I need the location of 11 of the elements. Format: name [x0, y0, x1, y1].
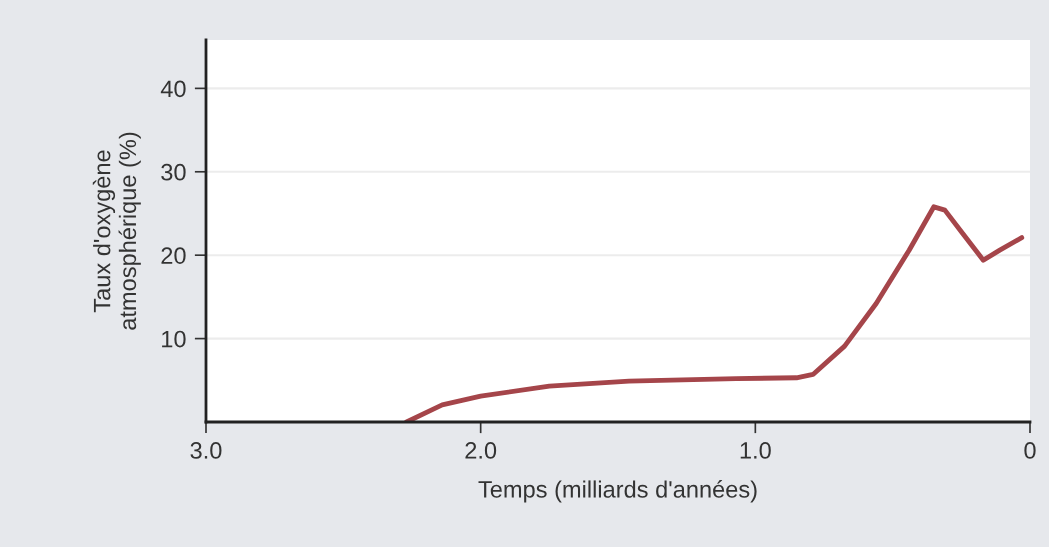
- line-series: [404, 204, 1025, 422]
- x-tick-label: 0: [1024, 442, 1036, 459]
- x-tick-label: 1.0: [740, 442, 771, 459]
- x-tick-label: 2.0: [465, 442, 497, 459]
- y-tick-label: 30: [161, 163, 186, 181]
- y-tick-label: 20: [161, 247, 186, 264]
- y-tick-label: 10: [162, 330, 186, 348]
- y-tick-label: 40: [160, 80, 186, 98]
- x-axis-title: Temps (milliards d'années): [478, 480, 757, 503]
- y-axis-title: Taux d'oxygène atmosphérique (%): [92, 132, 141, 330]
- x-tick-label: 3.0: [190, 442, 222, 459]
